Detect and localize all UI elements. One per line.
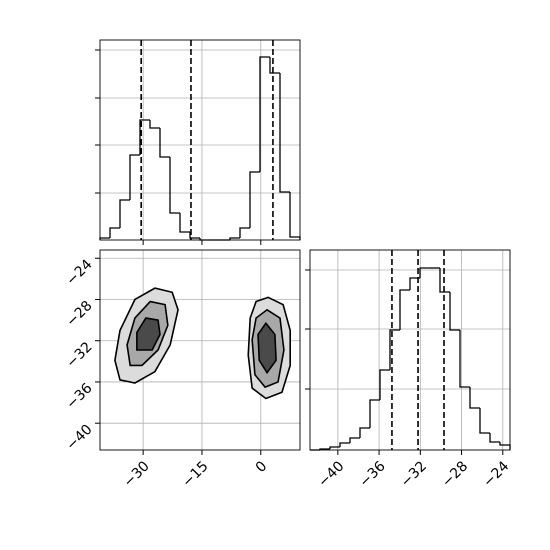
histogram-step (109, 227, 120, 238)
histogram-step (159, 128, 170, 158)
histogram-step (229, 237, 240, 240)
histogram-step (489, 433, 500, 443)
y-tick-label: −32 (63, 339, 95, 371)
x-tick-label: −28 (439, 458, 471, 490)
x-tick-label: −30 (121, 458, 153, 490)
x-tick-label: 0 (253, 458, 271, 476)
histogram-step (389, 329, 400, 370)
histogram-step (169, 157, 180, 214)
panel-frame (99, 249, 301, 451)
histogram-step (419, 267, 430, 278)
panel-frame (309, 249, 511, 451)
histogram-step (189, 232, 200, 239)
histogram-step (379, 369, 390, 400)
histogram-step (179, 213, 190, 233)
x-tick-label: −32 (398, 458, 430, 490)
histogram-step (259, 56, 270, 172)
histogram-step (449, 292, 460, 331)
contour (257, 321, 277, 375)
x-tick-label: −40 (315, 458, 347, 490)
histogram-step (139, 119, 150, 155)
histogram-step (499, 442, 511, 450)
histogram-step (239, 227, 250, 238)
contour (136, 317, 161, 351)
histogram-step (469, 387, 480, 409)
histogram-step (269, 57, 280, 74)
x-tick-label: −36 (357, 458, 389, 490)
histogram-step (349, 437, 360, 443)
histogram-step (119, 199, 130, 228)
y-tick-label: −28 (63, 298, 95, 330)
histogram-step (249, 171, 260, 228)
histogram-step (289, 192, 301, 240)
histogram-step (479, 408, 490, 434)
panel-frame (99, 39, 301, 241)
histogram-step (369, 399, 380, 428)
x-tick-label: −15 (179, 458, 211, 490)
histogram-step (279, 73, 290, 193)
histogram-step (439, 268, 450, 293)
histogram-step (339, 442, 350, 447)
histogram-step (129, 154, 140, 200)
histogram-step (329, 446, 340, 449)
y-tick-label: −24 (63, 257, 95, 289)
y-tick-label: −36 (63, 380, 95, 412)
histogram-step (459, 330, 470, 388)
histogram-step (409, 277, 420, 290)
histogram-step (399, 289, 410, 330)
histogram-step (149, 120, 160, 129)
y-tick-label: −40 (63, 422, 95, 454)
x-tick-label: −24 (480, 458, 512, 490)
histogram-step (359, 427, 370, 438)
